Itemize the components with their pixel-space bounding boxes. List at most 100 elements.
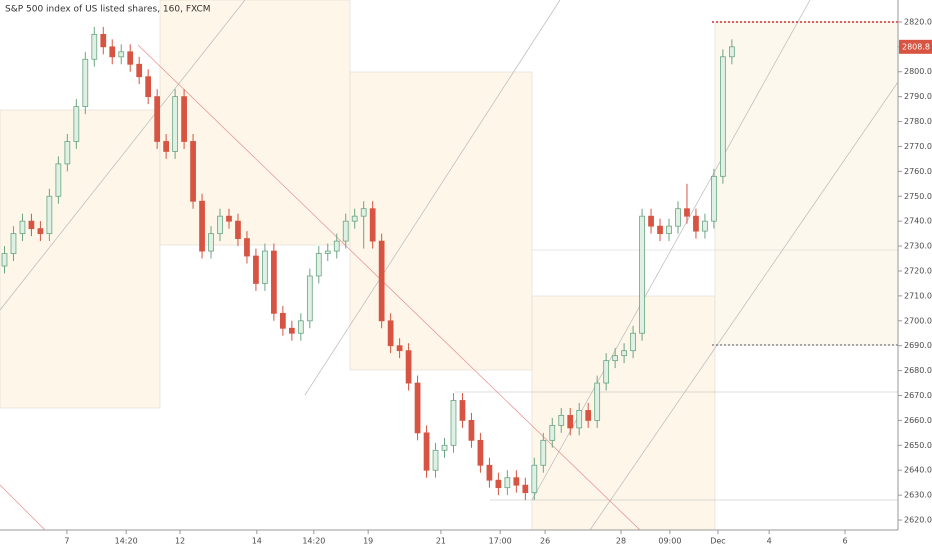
drawings (0, 0, 899, 531)
y-tick-label: 2670.0 (904, 391, 932, 400)
candle-body (477, 439, 484, 466)
candle-body (360, 208, 367, 217)
candle-body (549, 424, 556, 441)
candle-body (55, 163, 62, 197)
y-tick-label: 2800.0 (904, 67, 932, 76)
chart-title: S&P 500 index of US listed shares, 160, … (5, 5, 211, 15)
trend-line (137, 44, 641, 531)
x-tick-label: 17:00 (489, 537, 512, 546)
candle-body (154, 96, 161, 142)
candle-body (396, 345, 403, 352)
candle-body (64, 141, 71, 165)
candle-body (46, 195, 53, 235)
y-tick-label: 2730.0 (904, 242, 932, 251)
y-tick-label: 2660.0 (904, 416, 932, 425)
candle-body (702, 220, 708, 232)
candle-body (540, 439, 547, 466)
candle-body (630, 332, 636, 352)
candle-body (297, 320, 304, 334)
candle-body (226, 215, 232, 222)
candle-body (145, 76, 152, 98)
candle-body (190, 141, 196, 202)
y-tick-label: 2720.0 (904, 266, 932, 275)
range-box (159, 0, 351, 246)
candle-body (172, 96, 178, 152)
x-tick-label: 19 (363, 537, 373, 546)
y-tick-label: 2680.0 (904, 366, 932, 375)
x-tick-label: 26 (540, 537, 550, 546)
y-tick-label: 2760.0 (904, 167, 932, 176)
candle-body (522, 484, 529, 494)
candle-body (82, 58, 89, 107)
candle-body (639, 215, 645, 334)
x-tick-label: 7 (64, 537, 69, 546)
y-tick-label: 2620.0 (904, 516, 932, 525)
candle-body (486, 464, 493, 481)
candle-body (253, 255, 259, 284)
range-box (531, 295, 716, 531)
candle-body (387, 320, 394, 347)
candle-body (612, 355, 618, 362)
candle-body (711, 175, 717, 222)
candle-body (235, 220, 241, 239)
range-box (349, 71, 533, 371)
x-tick-label: 14:20 (302, 537, 325, 546)
candle-body (19, 220, 26, 235)
x-tick-label: 14:20 (115, 537, 138, 546)
candle-body (432, 449, 439, 471)
y-tick-label: 2710.0 (904, 291, 932, 300)
trend-line (0, 0, 246, 311)
last-price-label: 2808.8 (902, 42, 930, 51)
y-tick-label: 2750.0 (904, 192, 932, 201)
candle-body (351, 215, 358, 222)
candle-body (513, 477, 520, 486)
candle-body (306, 275, 313, 322)
candle-body (136, 63, 143, 78)
candle-body (271, 250, 277, 314)
candle-body (720, 56, 726, 177)
candle-body (127, 51, 134, 65)
candle-body (621, 350, 627, 357)
candle-body (675, 208, 681, 227)
y-tick-label: 2770.0 (904, 142, 932, 151)
candle-body (181, 96, 187, 142)
y-tick-label: 2700.0 (904, 316, 932, 325)
x-tick-label: 6 (842, 537, 847, 546)
candle-body (504, 477, 511, 489)
x-tick-label: 4 (767, 537, 772, 546)
candle-body (576, 410, 583, 429)
candle-body (468, 420, 475, 441)
candle-body (414, 382, 421, 434)
candle-body (405, 350, 412, 384)
x-tick-label: 12 (175, 537, 185, 546)
candle-body (262, 250, 268, 284)
candle-body (684, 208, 690, 217)
candle-body (244, 238, 250, 257)
candle-body (217, 215, 223, 235)
candle-body (100, 33, 107, 48)
candle-body (315, 253, 322, 277)
candle-body (378, 240, 385, 322)
candle-body (37, 228, 44, 235)
candle-body (495, 479, 502, 489)
candle-body (648, 215, 654, 227)
candle-body (585, 410, 592, 421)
y-tick-label: 2650.0 (904, 441, 932, 450)
candle-body (280, 312, 286, 329)
x-tick-label: 21 (436, 537, 446, 546)
candle-body (567, 415, 574, 429)
candle-body (423, 432, 430, 471)
candle-body (729, 46, 735, 58)
candle-body (163, 141, 169, 152)
candle-body (324, 250, 331, 254)
y-tick-label: 2630.0 (904, 491, 932, 500)
candle-body (603, 360, 610, 384)
candle-body (199, 200, 205, 252)
candle-body (594, 382, 601, 421)
x-tick-label: 28 (616, 537, 626, 546)
candle-body (342, 220, 349, 242)
y-tick-label: 2640.0 (904, 466, 932, 475)
y-tick-label: 2740.0 (904, 217, 932, 226)
candle-body (693, 215, 699, 232)
